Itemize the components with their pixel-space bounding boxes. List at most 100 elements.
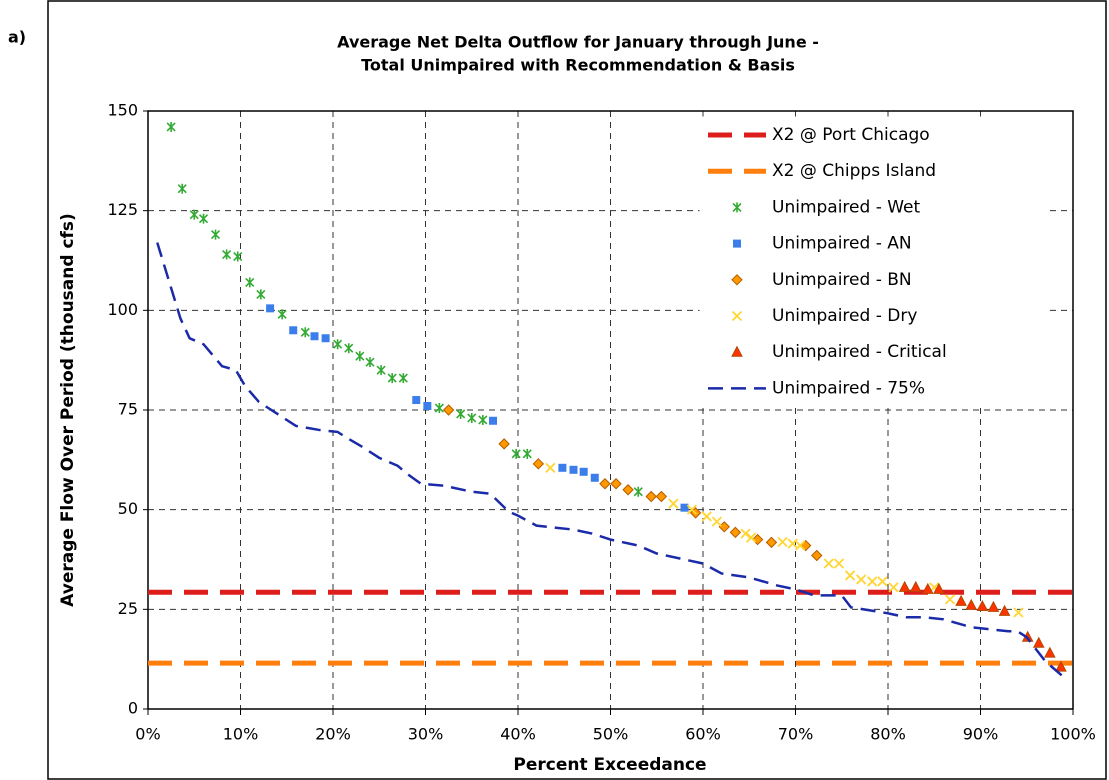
marker <box>765 536 778 549</box>
x-tick-label: 100% <box>1050 725 1096 744</box>
x-axis-label: Percent Exceedance <box>513 755 706 775</box>
y-tick-label: 125 <box>107 200 138 219</box>
legend-label: X2 @ Port Chicago <box>772 125 930 145</box>
marker <box>729 526 742 539</box>
marker <box>522 448 532 459</box>
marker <box>478 414 488 425</box>
x-tick-label: 40% <box>500 725 536 744</box>
panel-label: a) <box>8 28 26 47</box>
marker <box>434 403 444 414</box>
marker <box>1032 636 1045 648</box>
marker <box>277 309 287 320</box>
marker <box>955 594 967 606</box>
marker <box>198 213 209 224</box>
plot-area <box>147 110 1074 710</box>
legend-label: Unimpaired - 75% <box>772 378 925 398</box>
marker <box>545 462 556 473</box>
marker <box>532 458 545 470</box>
x-tick-label: 0% <box>135 725 160 744</box>
marker <box>423 402 432 411</box>
x-tick-label: 20% <box>315 725 351 744</box>
marker <box>668 498 679 509</box>
legend-label: Unimpaired - AN <box>772 234 912 254</box>
marker <box>558 463 567 472</box>
marker <box>731 345 743 357</box>
marker <box>590 473 599 482</box>
marker <box>711 516 723 527</box>
x-tick-label: 50% <box>593 725 629 744</box>
x-tick-label: 30% <box>408 725 444 744</box>
legend-label: X2 @ Chipps Island <box>772 161 936 181</box>
marker <box>686 504 698 515</box>
marker <box>245 277 255 288</box>
y-tick-label: 150 <box>107 101 138 120</box>
y-tick-label: 50 <box>118 499 138 518</box>
marker <box>633 486 643 497</box>
line-series <box>156 242 1065 679</box>
marker <box>321 334 330 343</box>
marker <box>355 351 365 362</box>
marker <box>898 580 911 592</box>
marker <box>833 558 845 569</box>
legend-box <box>699 116 1049 406</box>
chart-title: Average Net Delta Outflow for January th… <box>337 33 819 52</box>
marker <box>745 532 757 543</box>
marker <box>442 404 455 416</box>
marker <box>622 484 634 496</box>
marker <box>733 239 741 248</box>
marker <box>731 310 743 322</box>
marker <box>365 357 375 368</box>
marker <box>222 249 232 260</box>
y-tick-label: 25 <box>118 599 138 618</box>
legend-label: Unimpaired - Wet <box>772 197 921 217</box>
marker <box>731 274 743 286</box>
x-tick-label: 90% <box>963 725 999 744</box>
marker <box>933 582 945 594</box>
marker <box>344 343 354 354</box>
y-tick-label: 75 <box>118 400 138 419</box>
marker <box>965 598 978 610</box>
x-tick-label: 80% <box>870 725 906 744</box>
marker <box>467 412 477 423</box>
marker <box>189 209 199 220</box>
marker <box>398 373 408 384</box>
marker <box>823 558 834 569</box>
marker <box>233 251 243 262</box>
marker <box>740 528 751 539</box>
y-tick-label: 100 <box>107 300 138 319</box>
marker <box>909 580 922 592</box>
x-tick-label: 60% <box>685 725 721 744</box>
chart-title: Total Unimpaired with Recommendation & B… <box>361 56 795 75</box>
legend-label: Unimpaired - BN <box>772 270 912 290</box>
marker <box>599 478 611 490</box>
marker <box>579 467 588 476</box>
marker <box>867 576 878 587</box>
marker <box>456 408 466 419</box>
marker <box>976 599 989 612</box>
marker <box>210 229 221 240</box>
marker <box>987 600 1000 612</box>
marker <box>655 490 668 503</box>
marker <box>1044 646 1056 658</box>
marker <box>166 121 176 132</box>
marker <box>944 594 956 605</box>
marker <box>888 582 899 593</box>
marker <box>777 536 788 548</box>
x-tick-label: 70% <box>778 725 814 744</box>
marker <box>751 533 764 546</box>
x-tick-label: 10% <box>223 725 259 744</box>
marker <box>844 570 856 581</box>
marker <box>701 511 712 522</box>
marker <box>794 540 806 551</box>
marker <box>877 576 888 587</box>
legend-label: Unimpaired - Dry <box>772 306 917 326</box>
legend-label: Unimpaired - Critical <box>772 342 947 362</box>
marker <box>256 289 266 300</box>
marker <box>310 332 319 341</box>
marker <box>387 373 397 384</box>
marker <box>811 549 823 562</box>
marker <box>177 183 187 194</box>
y-tick-label: 0 <box>128 699 138 718</box>
marker <box>921 582 934 594</box>
